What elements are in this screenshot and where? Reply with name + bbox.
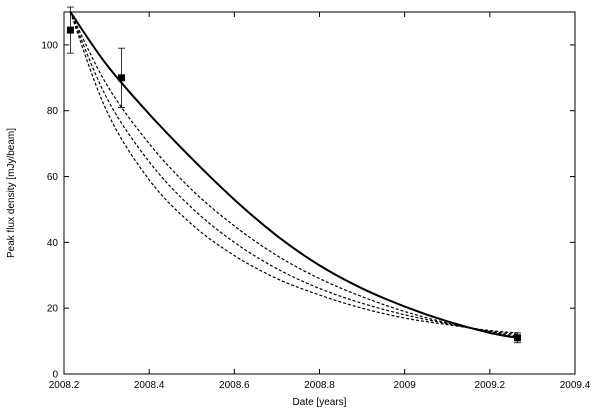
y-tick-label: 100 [41, 40, 58, 51]
x-tick-label: 2008.6 [219, 380, 250, 391]
model-curve-dashed [69, 11, 518, 337]
measurements-layer [66, 6, 522, 344]
measurement-point [514, 332, 522, 344]
x-tick-label: 2008.4 [134, 380, 165, 391]
x-tick-label: 2008.8 [304, 380, 335, 391]
model-curve-dashed [69, 11, 518, 334]
x-tick-label: 2009 [394, 380, 417, 391]
x-tick-label: 2009.4 [560, 380, 591, 391]
y-tick-label: 60 [47, 172, 59, 183]
series-layer [69, 11, 518, 339]
data-marker [117, 74, 125, 82]
y-tick-label: 40 [47, 238, 59, 249]
model-curve-dashed [69, 11, 518, 336]
x-axis: 2008.2 2008.4 2008.6 2008.8 2009 2009.2 2009.4 [49, 12, 591, 391]
x-tick-label: 2008.2 [49, 380, 80, 391]
model-curve-solid [69, 11, 518, 339]
data-marker [66, 26, 74, 34]
data-marker [514, 334, 522, 342]
y-tick-label: 0 [52, 370, 58, 381]
measurement-point [66, 6, 74, 54]
y-axis-title: Peak flux density [mJy/beam] [6, 128, 17, 258]
y-axis: 0 20 40 60 80 100 [41, 40, 575, 381]
measurement-point [117, 47, 125, 108]
y-tick-label: 80 [47, 106, 59, 117]
y-tick-label: 20 [47, 304, 59, 315]
x-tick-label: 2009.2 [475, 380, 506, 391]
x-axis-title: Date [years] [293, 397, 347, 408]
plot-frame [63, 11, 576, 375]
